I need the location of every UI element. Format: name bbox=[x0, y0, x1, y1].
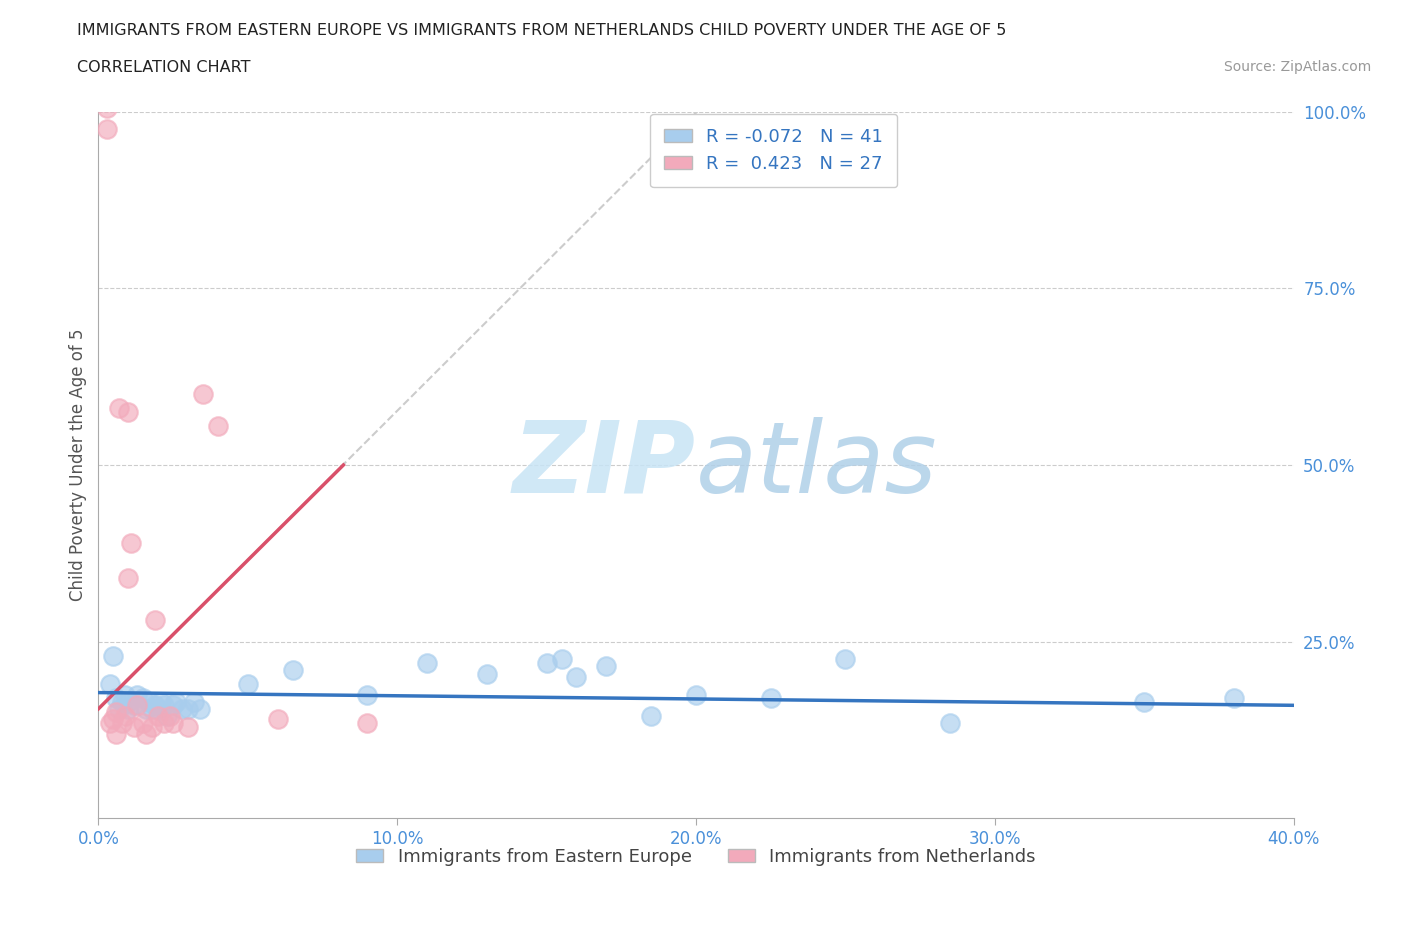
Point bbox=[108, 401, 131, 416]
Point bbox=[188, 701, 211, 716]
Point bbox=[120, 536, 142, 551]
Point bbox=[595, 659, 617, 674]
Point bbox=[1223, 691, 1246, 706]
Point bbox=[475, 666, 498, 681]
Point bbox=[117, 405, 139, 419]
Point bbox=[416, 656, 439, 671]
Text: ZIP: ZIP bbox=[513, 417, 696, 513]
Point bbox=[135, 701, 157, 716]
Point bbox=[165, 695, 187, 710]
Point bbox=[103, 648, 125, 663]
Point bbox=[141, 701, 163, 716]
Point bbox=[685, 687, 707, 702]
Point bbox=[207, 418, 229, 433]
Point bbox=[124, 719, 146, 734]
Point bbox=[143, 698, 166, 712]
Point bbox=[117, 571, 139, 586]
Point bbox=[127, 687, 149, 702]
Point bbox=[108, 701, 131, 716]
Point bbox=[117, 701, 139, 716]
Point bbox=[162, 715, 184, 730]
Legend: Immigrants from Eastern Europe, Immigrants from Netherlands: Immigrants from Eastern Europe, Immigran… bbox=[349, 841, 1043, 873]
Point bbox=[105, 691, 128, 706]
Point bbox=[117, 695, 139, 710]
Point bbox=[148, 701, 170, 716]
Point bbox=[132, 691, 155, 706]
Point bbox=[105, 705, 128, 720]
Point bbox=[103, 712, 125, 727]
Point bbox=[550, 652, 572, 667]
Text: IMMIGRANTS FROM EASTERN EUROPE VS IMMIGRANTS FROM NETHERLANDS CHILD POVERTY UNDE: IMMIGRANTS FROM EASTERN EUROPE VS IMMIGR… bbox=[77, 23, 1007, 38]
Point bbox=[143, 613, 166, 628]
Point bbox=[172, 701, 194, 716]
Point bbox=[156, 709, 179, 724]
Point bbox=[939, 715, 962, 730]
Point bbox=[834, 652, 856, 667]
Point bbox=[138, 695, 160, 710]
Point bbox=[640, 709, 662, 724]
Point bbox=[536, 656, 558, 671]
Point bbox=[153, 698, 176, 712]
Point bbox=[96, 100, 118, 115]
Text: CORRELATION CHART: CORRELATION CHART bbox=[77, 60, 250, 75]
Point bbox=[177, 719, 200, 734]
Point bbox=[132, 715, 155, 730]
Point bbox=[98, 715, 122, 730]
Point bbox=[356, 687, 378, 702]
Point bbox=[127, 698, 149, 712]
Point bbox=[141, 719, 163, 734]
Text: atlas: atlas bbox=[696, 417, 938, 513]
Point bbox=[191, 387, 214, 402]
Point bbox=[162, 698, 184, 712]
Point bbox=[111, 695, 134, 710]
Point bbox=[124, 698, 146, 712]
Text: Source: ZipAtlas.com: Source: ZipAtlas.com bbox=[1223, 60, 1371, 74]
Y-axis label: Child Poverty Under the Age of 5: Child Poverty Under the Age of 5 bbox=[69, 328, 87, 602]
Point bbox=[565, 670, 588, 684]
Point bbox=[96, 122, 118, 137]
Point bbox=[111, 715, 134, 730]
Point bbox=[148, 709, 170, 724]
Point bbox=[267, 712, 290, 727]
Point bbox=[98, 677, 122, 692]
Point bbox=[759, 691, 782, 706]
Point bbox=[114, 687, 136, 702]
Point bbox=[150, 695, 173, 710]
Point bbox=[153, 715, 176, 730]
Point bbox=[177, 701, 200, 716]
Point bbox=[105, 726, 128, 741]
Point bbox=[159, 709, 181, 724]
Point bbox=[183, 695, 205, 710]
Point bbox=[356, 715, 378, 730]
Point bbox=[1133, 695, 1156, 710]
Point bbox=[135, 726, 157, 741]
Point bbox=[281, 662, 304, 677]
Point bbox=[236, 677, 259, 692]
Point bbox=[114, 709, 136, 724]
